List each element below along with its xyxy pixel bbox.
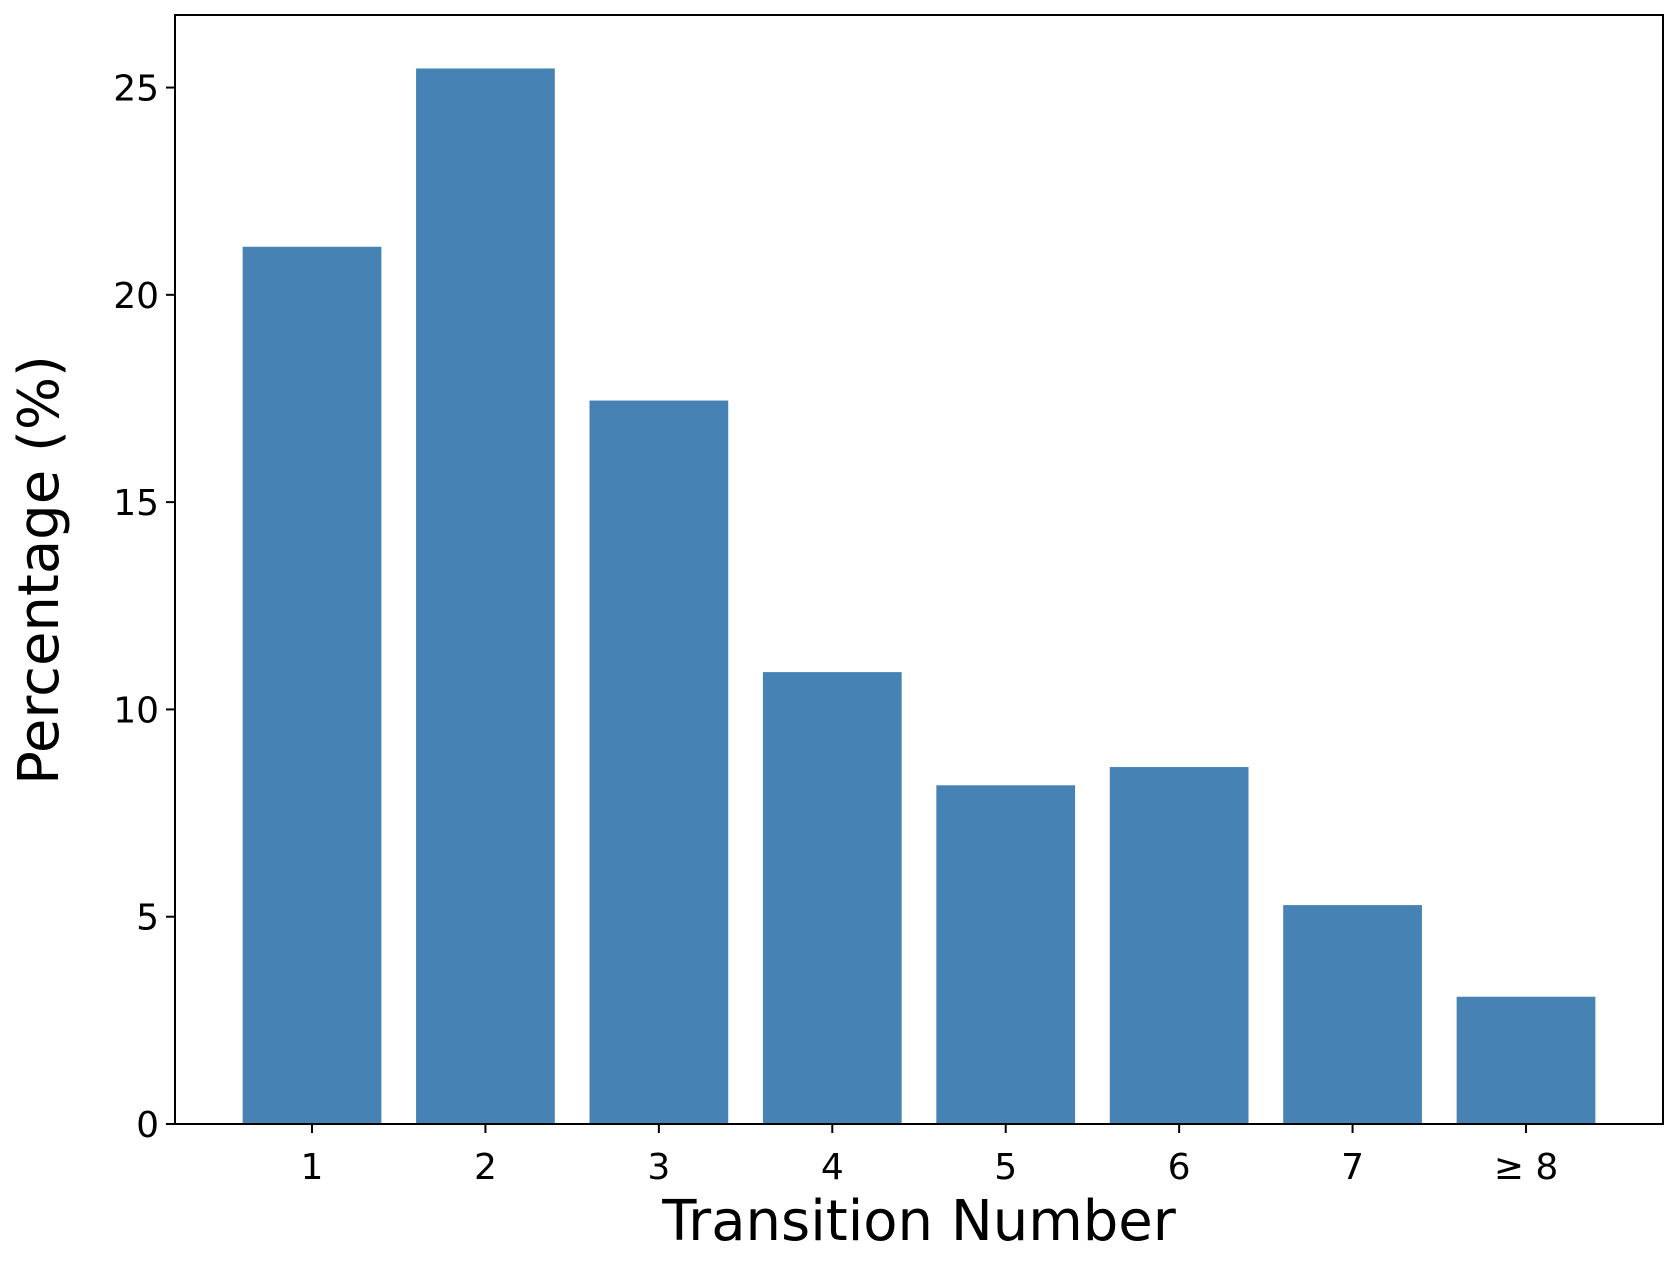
- y-tick-label: 20: [113, 276, 159, 317]
- y-tick-label: 15: [113, 483, 159, 524]
- x-axis-label: Transition Number: [661, 1189, 1177, 1254]
- x-tick-label: 1: [301, 1147, 324, 1188]
- y-axis-label: Percentage (%): [7, 355, 72, 785]
- plot-frame: [174, 14, 1664, 1125]
- y-tick-label: 5: [136, 898, 159, 939]
- x-tick-label: 7: [1341, 1147, 1364, 1188]
- x-tick-label: 4: [821, 1147, 844, 1188]
- bar: [1456, 996, 1596, 1124]
- bar: [936, 785, 1076, 1124]
- x-tick-label: ≥ 8: [1494, 1147, 1559, 1188]
- y-tick-label: 10: [113, 690, 159, 731]
- bar: [762, 672, 902, 1124]
- bar: [589, 400, 729, 1125]
- x-tick-label: 5: [994, 1147, 1017, 1188]
- y-tick-label: 0: [136, 1105, 159, 1146]
- y-tick-label: 25: [113, 69, 159, 110]
- bar: [1283, 905, 1422, 1124]
- bar: [242, 246, 382, 1125]
- x-tick-label: 6: [1168, 1147, 1191, 1188]
- x-tick-label: 2: [474, 1147, 497, 1188]
- bar: [416, 68, 555, 1125]
- x-tick-label: 3: [647, 1147, 670, 1188]
- bar: [1109, 767, 1249, 1124]
